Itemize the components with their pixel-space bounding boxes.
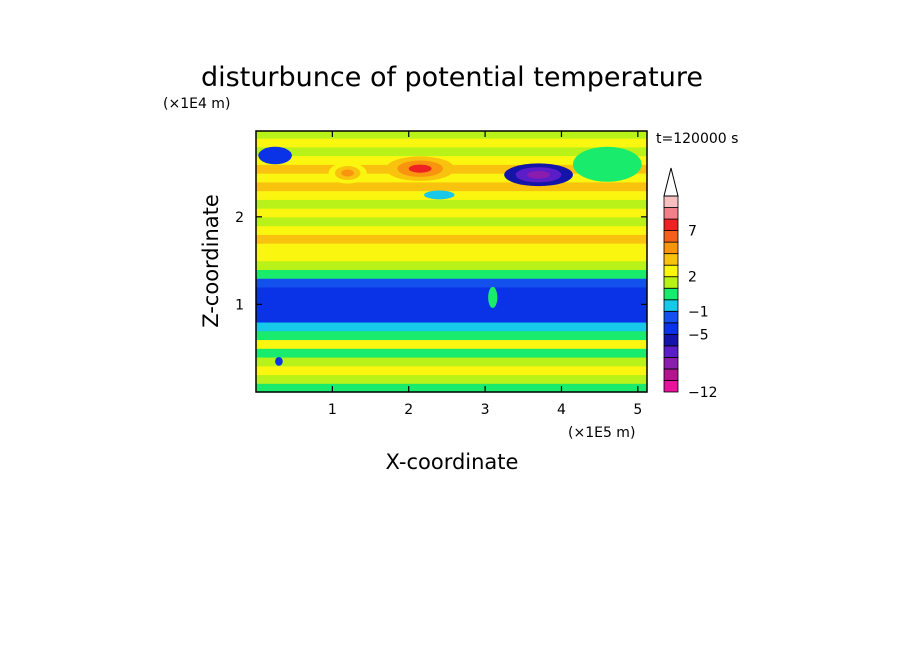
- contour-anomaly: [434, 193, 445, 197]
- contour-band: [256, 356, 647, 367]
- contour-anomaly: [595, 158, 619, 171]
- contour-band: [256, 304, 647, 314]
- contour-band: [256, 339, 647, 349]
- contour-band: [256, 155, 647, 165]
- colorbar-box: [663, 287, 679, 301]
- x-unit-label: (×1E5 m): [568, 425, 635, 441]
- contour-band: [256, 278, 647, 288]
- y-tick-label: 2: [235, 210, 244, 226]
- contour-band: [256, 216, 647, 227]
- contour-anomaly: [527, 170, 551, 179]
- contour-band: [256, 365, 647, 376]
- contour-band: [256, 330, 647, 341]
- colorbar-box: [663, 264, 679, 278]
- colorbar-box: [663, 276, 679, 289]
- plot-area: [255, 130, 648, 393]
- contour-band: [256, 374, 647, 384]
- contour-anomalies: [258, 146, 642, 366]
- contour-band: [256, 138, 647, 148]
- colorbar-box: [663, 345, 679, 358]
- x-tick-label: 4: [557, 402, 566, 418]
- colorbar-extend-arrow: [663, 167, 679, 197]
- contour-band: [256, 181, 647, 192]
- contour-band: [256, 173, 647, 183]
- contour-band: [256, 225, 647, 235]
- contour-band: [256, 348, 647, 358]
- contour-band: [256, 383, 647, 393]
- chart-title: disturbunce of potential temperature: [201, 62, 703, 93]
- colorbar-box: [663, 357, 679, 370]
- colorbar-box: [663, 333, 679, 347]
- colorbar-tick-label: −1: [688, 304, 709, 320]
- x-axis: 1 2 3 4 5: [328, 131, 642, 418]
- x-tick-label: 3: [481, 402, 490, 418]
- x-tick-label: 2: [404, 402, 413, 418]
- y-axis: 12: [235, 210, 647, 313]
- contour-anomaly: [269, 152, 281, 159]
- y-unit-label: (×1E4 m): [163, 96, 230, 112]
- colorbar-box: [663, 322, 679, 335]
- colorbar-box: [663, 368, 679, 381]
- contour-band: [256, 313, 647, 323]
- colorbar-box: [663, 253, 679, 266]
- x-tick-label: 5: [633, 402, 642, 418]
- colorbar-box: [663, 218, 679, 231]
- colorbar-box: [663, 380, 679, 393]
- contour-band: [256, 199, 647, 209]
- colorbar: 7 2 −1 −5 −12: [663, 167, 718, 401]
- colorbar-tick-label: 7: [688, 224, 697, 240]
- colorbar-box: [663, 230, 679, 243]
- contour-band: [256, 295, 647, 306]
- contour-band: [256, 269, 647, 279]
- colorbar-box: [663, 299, 679, 312]
- contour-anomaly: [277, 359, 281, 363]
- y-tick-label: 1: [235, 297, 244, 313]
- contour-band: [256, 321, 647, 332]
- contour-band: [256, 234, 647, 244]
- contour-band: [256, 251, 647, 262]
- colorbar-tick-label: −5: [688, 327, 709, 343]
- contour-anomaly: [491, 293, 495, 301]
- time-label: t=120000 s: [656, 131, 738, 147]
- y-axis-label: Z-coordinate: [199, 194, 223, 328]
- colorbar-box: [663, 310, 679, 324]
- colorbar-box: [663, 241, 679, 255]
- contour-band: [256, 146, 647, 157]
- x-axis-label: X-coordinate: [386, 450, 519, 474]
- colorbar-tick-label: 2: [688, 270, 697, 286]
- colorbar-tick-label: −12: [688, 385, 718, 401]
- x-tick-label: 1: [328, 402, 337, 418]
- contour-band: [256, 260, 647, 270]
- plot-frame: [255, 130, 648, 393]
- contour-anomaly: [341, 169, 355, 177]
- contour-band: [256, 286, 647, 297]
- contour-band: [256, 208, 647, 218]
- contour-band: [256, 243, 647, 253]
- colorbar-box: [663, 195, 679, 208]
- contour-band: [256, 131, 647, 139]
- colorbar-box: [663, 207, 679, 220]
- contour-anomaly: [408, 164, 432, 173]
